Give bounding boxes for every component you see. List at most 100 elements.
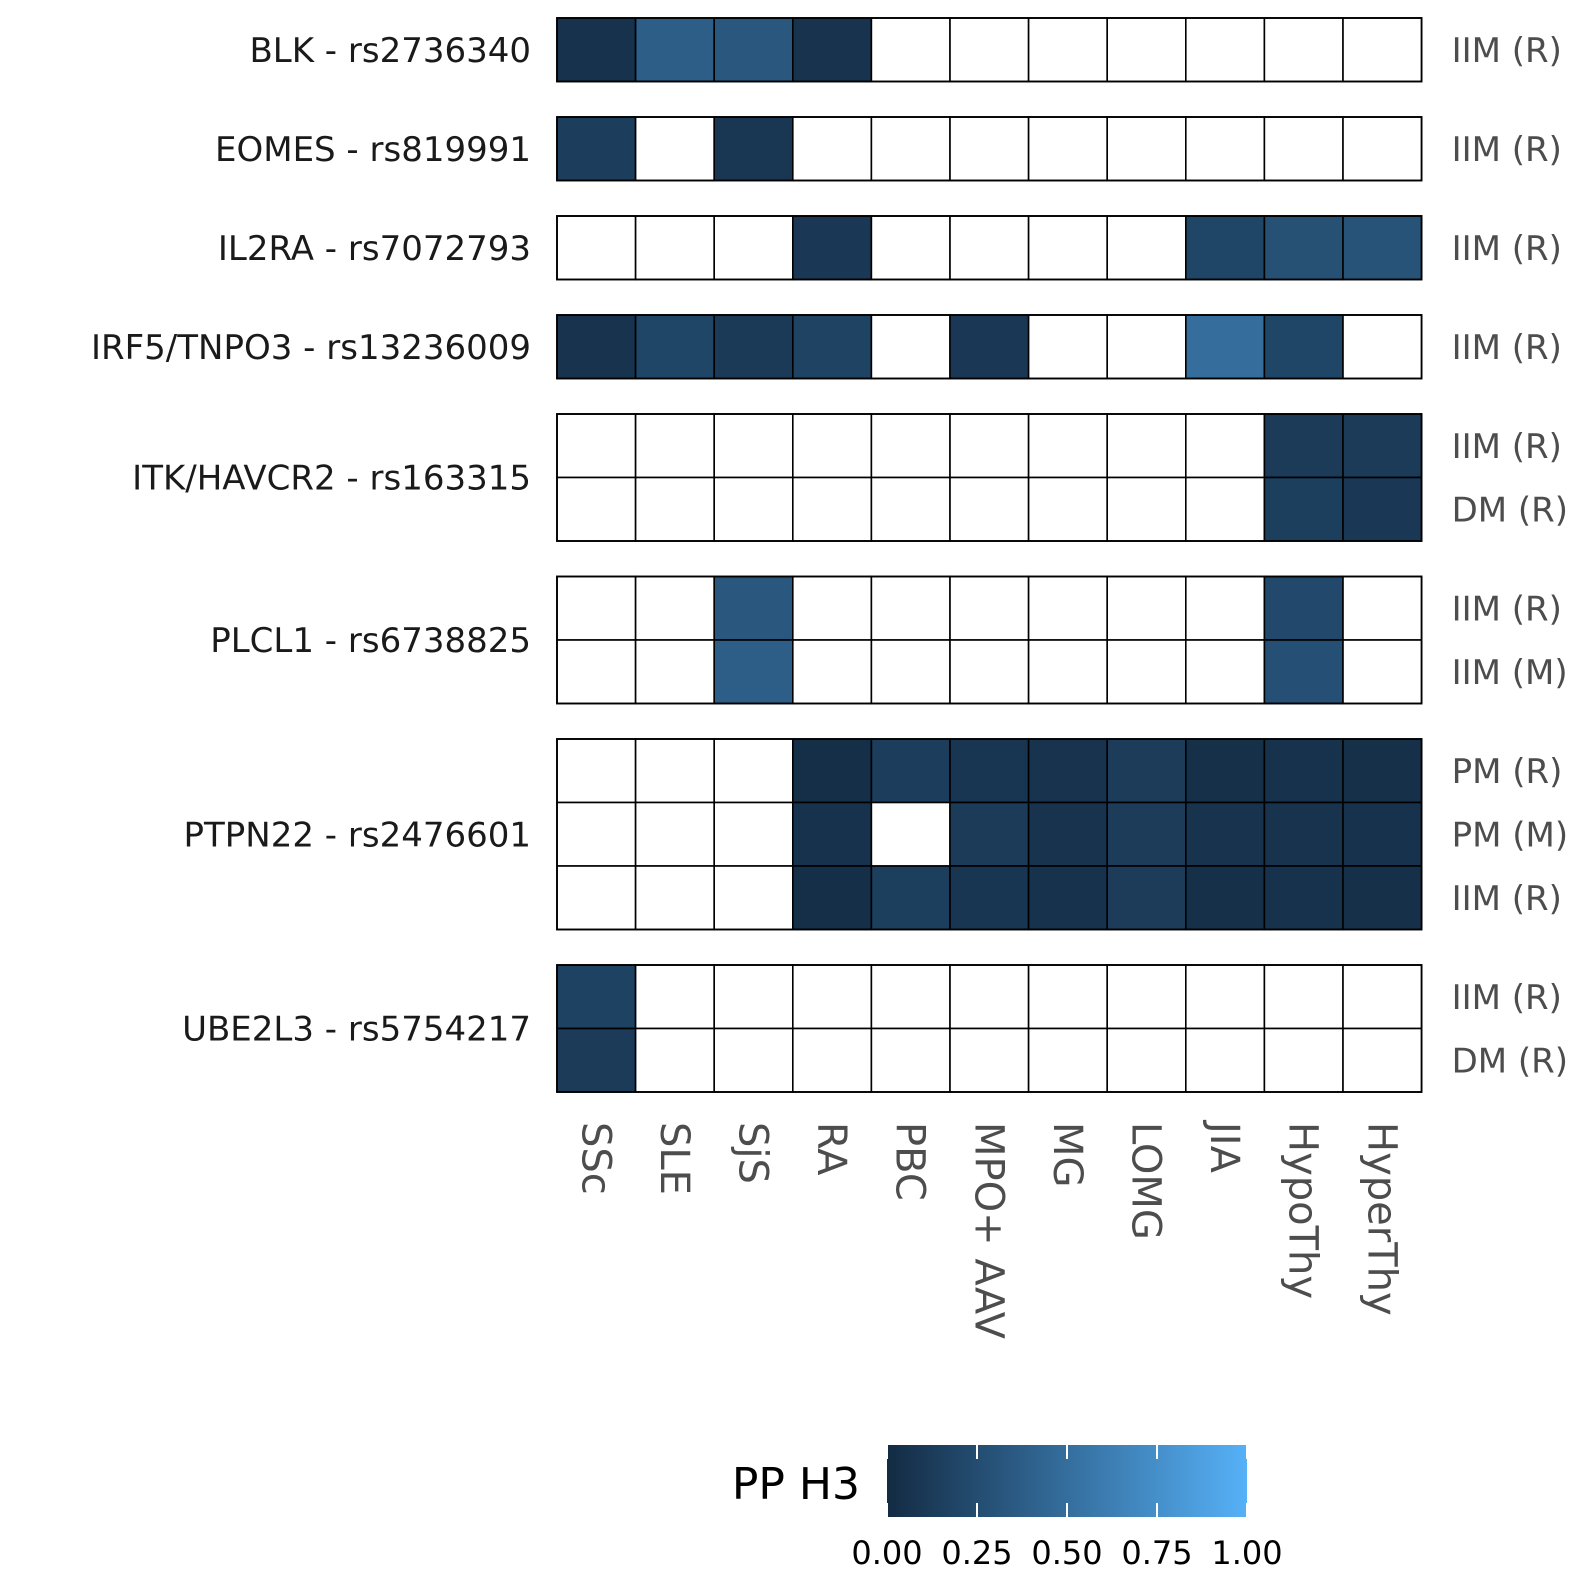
- heatmap-cell: [556, 476, 637, 542]
- group-label: PTPN22 - rs2476601: [184, 815, 531, 855]
- heatmap-cell: [556, 215, 637, 281]
- row-label: PM (R): [1452, 752, 1563, 792]
- heatmap-cell: [1106, 639, 1187, 705]
- heatmap-cell: [1263, 1027, 1344, 1093]
- heatmap-cell: [1106, 964, 1187, 1030]
- heatmap-cell: [791, 964, 873, 1030]
- heatmap-cell: [1263, 801, 1344, 867]
- heatmap-cell: [634, 1027, 715, 1093]
- heatmap-cell: [1185, 215, 1266, 281]
- heatmap-cell: [556, 116, 637, 182]
- heatmap-cell: [1263, 17, 1344, 83]
- heatmap-cell: [713, 738, 794, 804]
- heatmap-cell: [870, 116, 951, 182]
- heatmap-cell: [870, 639, 951, 705]
- row-label: IIM (R): [1452, 589, 1562, 629]
- heatmap-cell: [870, 964, 951, 1030]
- heatmap-cell: [1106, 17, 1187, 83]
- heatmap-cell: [1342, 1027, 1423, 1093]
- heatmap-cell: [1185, 575, 1266, 641]
- heatmap-cell: [1106, 1027, 1187, 1093]
- row-label: IIM (R): [1452, 229, 1562, 269]
- heatmap-cell: [949, 116, 1030, 182]
- heatmap-cell: [1106, 575, 1187, 641]
- heatmap-cell: [791, 865, 873, 931]
- heatmap-cell: [791, 215, 873, 281]
- heatmap-cell: [556, 413, 637, 479]
- heatmap-cell: [556, 801, 637, 867]
- heatmap-cell: [556, 964, 637, 1030]
- panel-border: [556, 413, 1423, 542]
- group-label: ITK/HAVCR2 - rs163315: [132, 459, 531, 499]
- heatmap-cell: [870, 865, 951, 931]
- x-axis-labels: SSc SLE SjS RA PBC MPO+ AAV MG LOMG JIA HypoThy Hy…: [572, 1119, 1404, 1340]
- heatmap-cell: [1263, 413, 1344, 479]
- row-label: DM (R): [1452, 1041, 1568, 1081]
- heatmap-cell: [1185, 801, 1266, 867]
- heatmap-cell: [1027, 964, 1108, 1030]
- group-label: BLK - rs2736340: [249, 31, 531, 71]
- panel-border: [556, 738, 1423, 931]
- heatmap-cell: [949, 476, 1030, 542]
- panel-itk-havcr2-rs163315: IIM (R) DM (R) ITK/HAVCR2 - rs163315: [132, 413, 1568, 542]
- heatmap-cell: [1106, 215, 1187, 281]
- panel-border: [556, 314, 1423, 380]
- x-tick-label: MG: [1044, 1122, 1090, 1188]
- row-label: IIM (R): [1452, 427, 1562, 467]
- heatmap-cell: [1342, 639, 1423, 705]
- heatmap-cell: [713, 116, 794, 182]
- heatmap-cell: [1342, 17, 1423, 83]
- heatmap-cell: [1185, 476, 1266, 542]
- heatmap-cell: [1027, 738, 1108, 804]
- heatmap-cell: [949, 575, 1030, 641]
- heatmap-cell: [1027, 413, 1108, 479]
- heatmap-cell: [1342, 476, 1423, 542]
- row-label: IIM (R): [1452, 31, 1562, 71]
- heatmap-cell: [1027, 314, 1108, 380]
- heatmap-cell: [870, 17, 951, 83]
- heatmap-cell: [1185, 116, 1266, 182]
- heatmap-cell: [870, 314, 951, 380]
- heatmap-cell: [791, 17, 873, 83]
- color-legend: PP H3 0.00 0.25 0.50 0.75 1.00: [732, 1445, 1283, 1572]
- heatmap-cell: [634, 116, 715, 182]
- heatmap-cell: [949, 738, 1030, 804]
- heatmap-cell: [1342, 314, 1423, 380]
- heatmap-cell: [1342, 215, 1423, 281]
- panel-eomes-rs819991: IIM (R) EOMES - rs819991: [215, 116, 1562, 182]
- legend-tick-label: 0.25: [941, 1534, 1012, 1572]
- x-tick-label: LOMG: [1123, 1122, 1169, 1240]
- heatmap-cell: [556, 865, 637, 931]
- panel-plcl1-rs6738825: IIM (R) IIM (M) PLCL1 - rs6738825: [210, 575, 1568, 705]
- heatmap-cell: [1185, 964, 1266, 1030]
- heatmap-cell: [791, 116, 873, 182]
- row-label: PM (M): [1452, 815, 1569, 855]
- row-label: IIM (R): [1452, 879, 1562, 919]
- heatmap-cell: [791, 1027, 873, 1093]
- heatmap-cell: [713, 476, 794, 542]
- heatmap-cell: [713, 865, 794, 931]
- heatmap-cell: [949, 639, 1030, 705]
- heatmap-cell: [1106, 801, 1187, 867]
- heatmap-cell: [1106, 865, 1187, 931]
- heatmap-cell: [870, 801, 951, 867]
- heatmap-cell: [1106, 476, 1187, 542]
- heatmap-cell: [1263, 116, 1344, 182]
- heatmap-cell: [634, 314, 715, 380]
- row-label: IIM (M): [1452, 653, 1568, 693]
- heatmap-cell: [791, 413, 873, 479]
- x-tick-label: HypoThy: [1280, 1122, 1326, 1299]
- panel-border: [556, 964, 1423, 1093]
- group-label: PLCL1 - rs6738825: [210, 621, 531, 661]
- heatmap-cell: [634, 964, 715, 1030]
- panel-irf5-tnpo3-rs13236009: IIM (R) IRF5/TNPO3 - rs13236009: [91, 314, 1562, 380]
- heatmap-cell: [713, 314, 794, 380]
- group-label: IRF5/TNPO3 - rs13236009: [91, 328, 531, 368]
- heatmap-cell: [1185, 17, 1266, 83]
- heatmap-cell: [791, 314, 873, 380]
- heatmap-cell: [556, 738, 637, 804]
- heatmap-cell: [949, 964, 1030, 1030]
- heatmap-cell: [1185, 314, 1266, 380]
- heatmap-cell: [1027, 476, 1108, 542]
- panel-ptpn22-rs2476601: PM (R) PM (M) IIM (R) PTPN22 - rs2476601: [184, 738, 1569, 931]
